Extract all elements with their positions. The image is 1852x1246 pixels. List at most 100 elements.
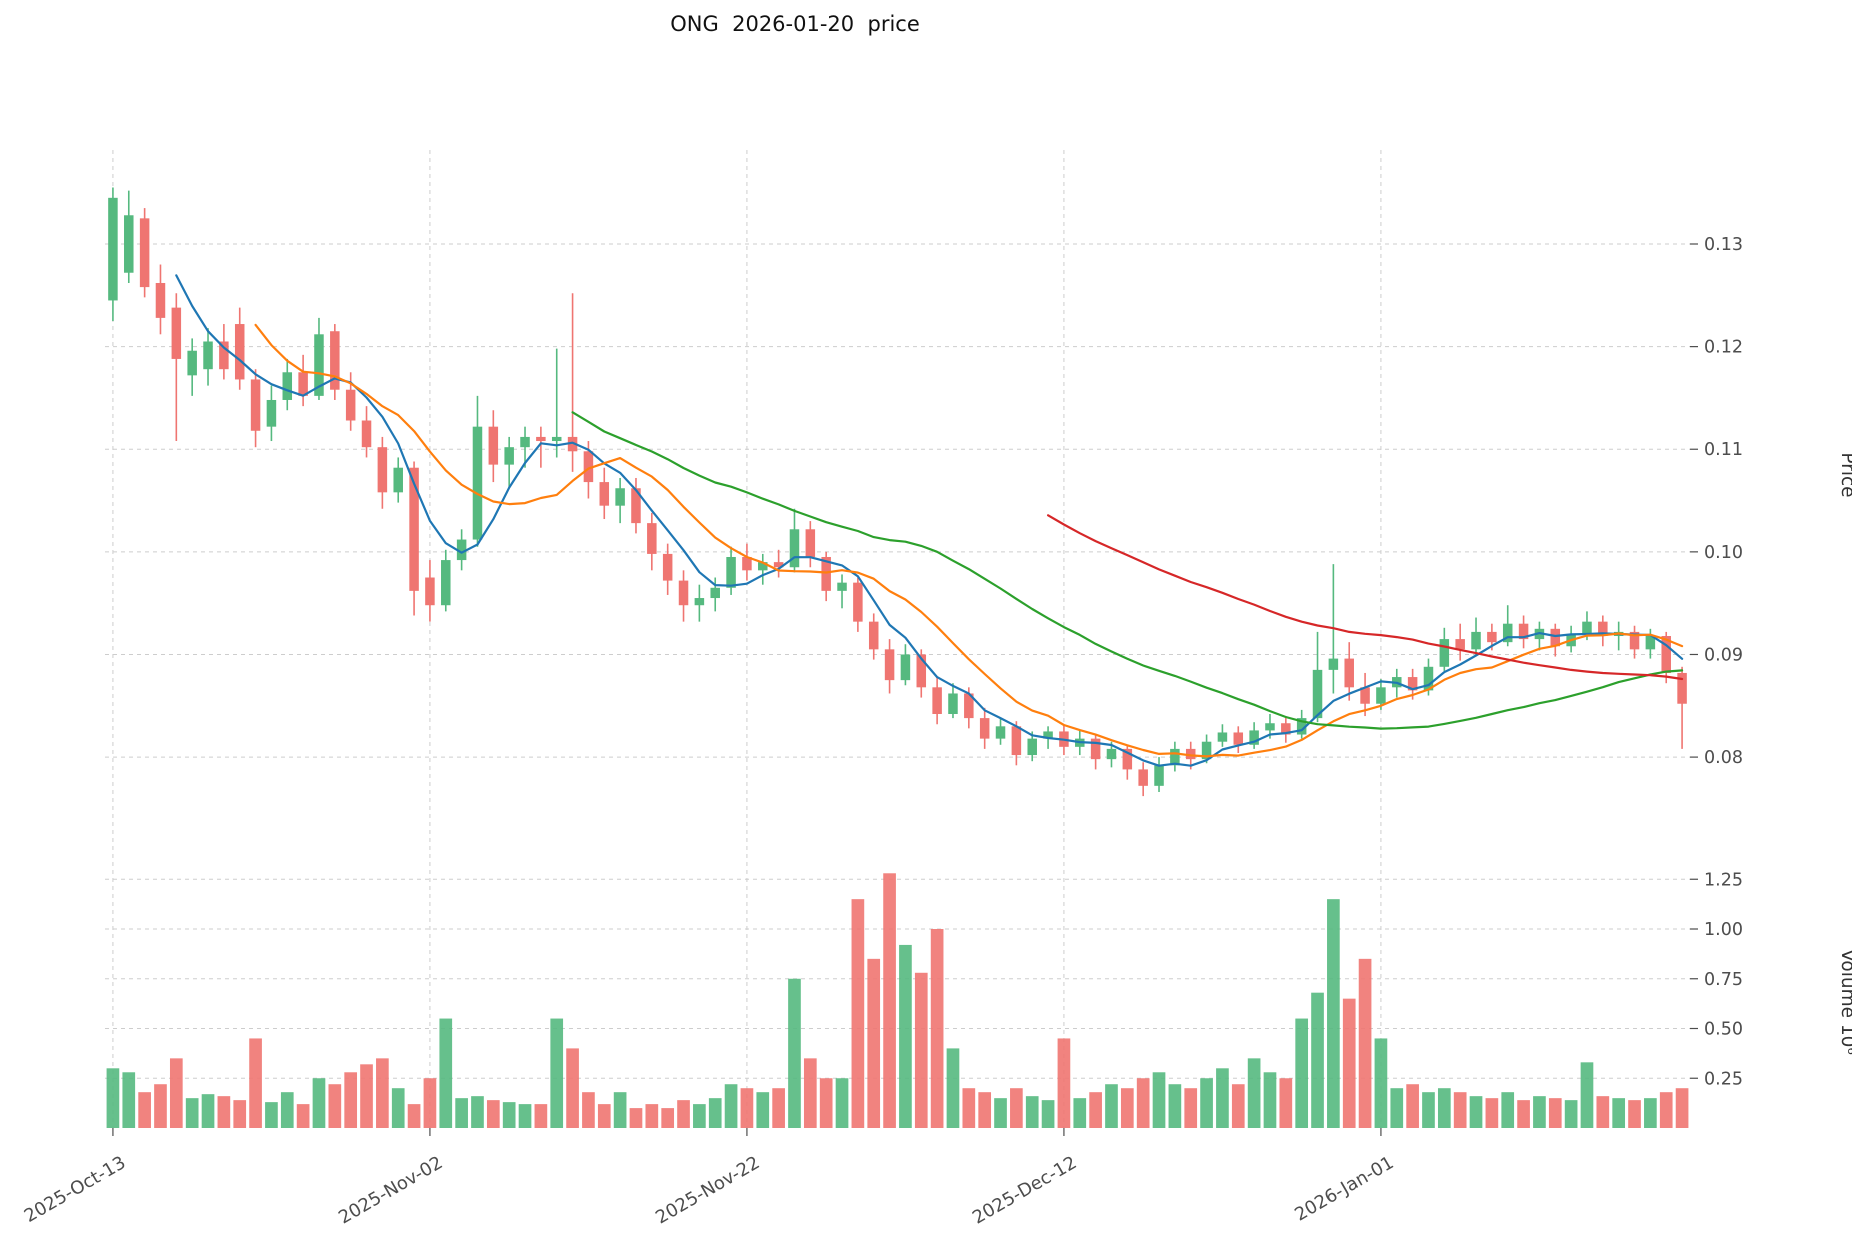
candle-body bbox=[1217, 732, 1228, 742]
candle-body bbox=[108, 197, 118, 301]
volume-bar bbox=[249, 1038, 262, 1128]
volume-tick-label: 0.75 bbox=[1704, 970, 1743, 990]
candle-body bbox=[1502, 623, 1513, 643]
candle-body bbox=[219, 341, 229, 370]
candle-body bbox=[1423, 666, 1434, 691]
volume-bar bbox=[1073, 1098, 1087, 1128]
volume-bar bbox=[1184, 1088, 1198, 1128]
volume-bar bbox=[550, 1018, 564, 1128]
volume-bar bbox=[1327, 899, 1340, 1128]
candle-body bbox=[1296, 718, 1307, 735]
candle-body bbox=[678, 580, 689, 606]
x-tick-label: 2025-Oct-13 bbox=[21, 1152, 130, 1227]
volume-bar bbox=[376, 1058, 389, 1128]
volume-bar bbox=[1501, 1092, 1515, 1128]
candle-body bbox=[250, 379, 261, 431]
price-tick-label: 0.13 bbox=[1704, 235, 1743, 255]
candle-body bbox=[1455, 639, 1465, 650]
candle-body bbox=[1582, 621, 1592, 634]
volume-bar bbox=[1580, 1062, 1594, 1128]
volume-bar bbox=[819, 1078, 833, 1128]
volume-bar bbox=[1311, 992, 1324, 1128]
candle-body bbox=[1154, 765, 1164, 786]
volume-bar bbox=[1406, 1084, 1419, 1128]
volume-tick-label: 1.00 bbox=[1704, 920, 1743, 940]
volume-bar bbox=[962, 1088, 976, 1128]
volume-bar bbox=[661, 1108, 675, 1128]
volume-bar bbox=[1517, 1100, 1530, 1128]
volume-bar bbox=[1533, 1096, 1546, 1128]
volume-tick-label: 1.25 bbox=[1704, 870, 1743, 890]
candle-body bbox=[1487, 631, 1497, 643]
candle-body bbox=[155, 282, 166, 318]
sma5-line bbox=[175, 274, 1684, 767]
candle-body bbox=[203, 341, 213, 370]
candle-body bbox=[789, 529, 800, 568]
candle-body bbox=[139, 218, 150, 288]
candle-body bbox=[615, 488, 625, 506]
sma30-line bbox=[571, 411, 1684, 730]
candle-body bbox=[266, 399, 277, 427]
volume-bar bbox=[1564, 1100, 1578, 1128]
candle-body bbox=[345, 389, 356, 421]
sma10-line bbox=[254, 323, 1684, 758]
candle-body bbox=[758, 562, 768, 571]
candle-body bbox=[409, 467, 419, 591]
candle-body bbox=[1249, 730, 1259, 745]
x-tick-label: 2025-Nov-02 bbox=[335, 1152, 446, 1228]
candle-body bbox=[377, 447, 388, 493]
volume-bar bbox=[994, 1098, 1007, 1128]
volume-bar bbox=[1200, 1078, 1213, 1128]
candle-body bbox=[583, 451, 594, 483]
candle-body bbox=[1518, 623, 1529, 640]
candle-body bbox=[298, 372, 308, 396]
price-tick-label: 0.11 bbox=[1704, 440, 1743, 460]
candle-body bbox=[1407, 677, 1418, 691]
candle-body bbox=[647, 523, 657, 554]
volume-bar bbox=[883, 873, 896, 1128]
volume-bar bbox=[169, 1058, 183, 1128]
price-tick-label: 0.10 bbox=[1704, 543, 1743, 563]
volume-bar bbox=[391, 1088, 405, 1128]
volume-bar bbox=[1342, 998, 1356, 1128]
volume-bar bbox=[1358, 958, 1372, 1128]
volume-bar bbox=[1010, 1088, 1023, 1128]
volume-bar bbox=[423, 1078, 437, 1128]
candle-body bbox=[805, 529, 816, 557]
volume-tick-label: 0.25 bbox=[1704, 1069, 1743, 1089]
volume-bar bbox=[613, 1092, 627, 1128]
candle-body bbox=[900, 654, 911, 681]
candle-body bbox=[742, 556, 752, 571]
volume-bar bbox=[677, 1100, 690, 1128]
candle-body bbox=[1328, 658, 1339, 670]
candle-body bbox=[567, 436, 578, 452]
volume-bar bbox=[407, 1104, 421, 1128]
candle-body bbox=[1376, 687, 1386, 704]
candle-body bbox=[472, 426, 483, 540]
volume-bar bbox=[1612, 1098, 1626, 1128]
candle-body bbox=[1281, 723, 1291, 735]
candle-body bbox=[1090, 738, 1101, 760]
candle-body bbox=[1043, 731, 1053, 739]
volume-bar bbox=[106, 1068, 120, 1128]
candle-body bbox=[662, 553, 673, 581]
volume-bar bbox=[851, 899, 865, 1128]
volume-tick-label: 0.50 bbox=[1704, 1020, 1743, 1040]
sma60-line bbox=[1047, 514, 1684, 681]
volume-bar bbox=[867, 958, 881, 1128]
candle-body bbox=[773, 562, 784, 568]
candle-body bbox=[821, 556, 831, 591]
volume-bar bbox=[899, 944, 912, 1128]
candle-body bbox=[330, 331, 340, 390]
candle-body bbox=[1027, 738, 1037, 756]
volume-bar bbox=[1120, 1088, 1134, 1128]
volume-bar bbox=[360, 1064, 373, 1128]
volume-bar bbox=[280, 1092, 294, 1128]
volume-bar bbox=[1279, 1078, 1293, 1128]
volume-bar bbox=[1469, 1096, 1483, 1128]
candle-body bbox=[282, 372, 293, 400]
candle-body bbox=[1360, 687, 1370, 704]
volume-bar bbox=[296, 1104, 310, 1128]
x-tick-label: 2025-Dec-12 bbox=[969, 1152, 1080, 1228]
